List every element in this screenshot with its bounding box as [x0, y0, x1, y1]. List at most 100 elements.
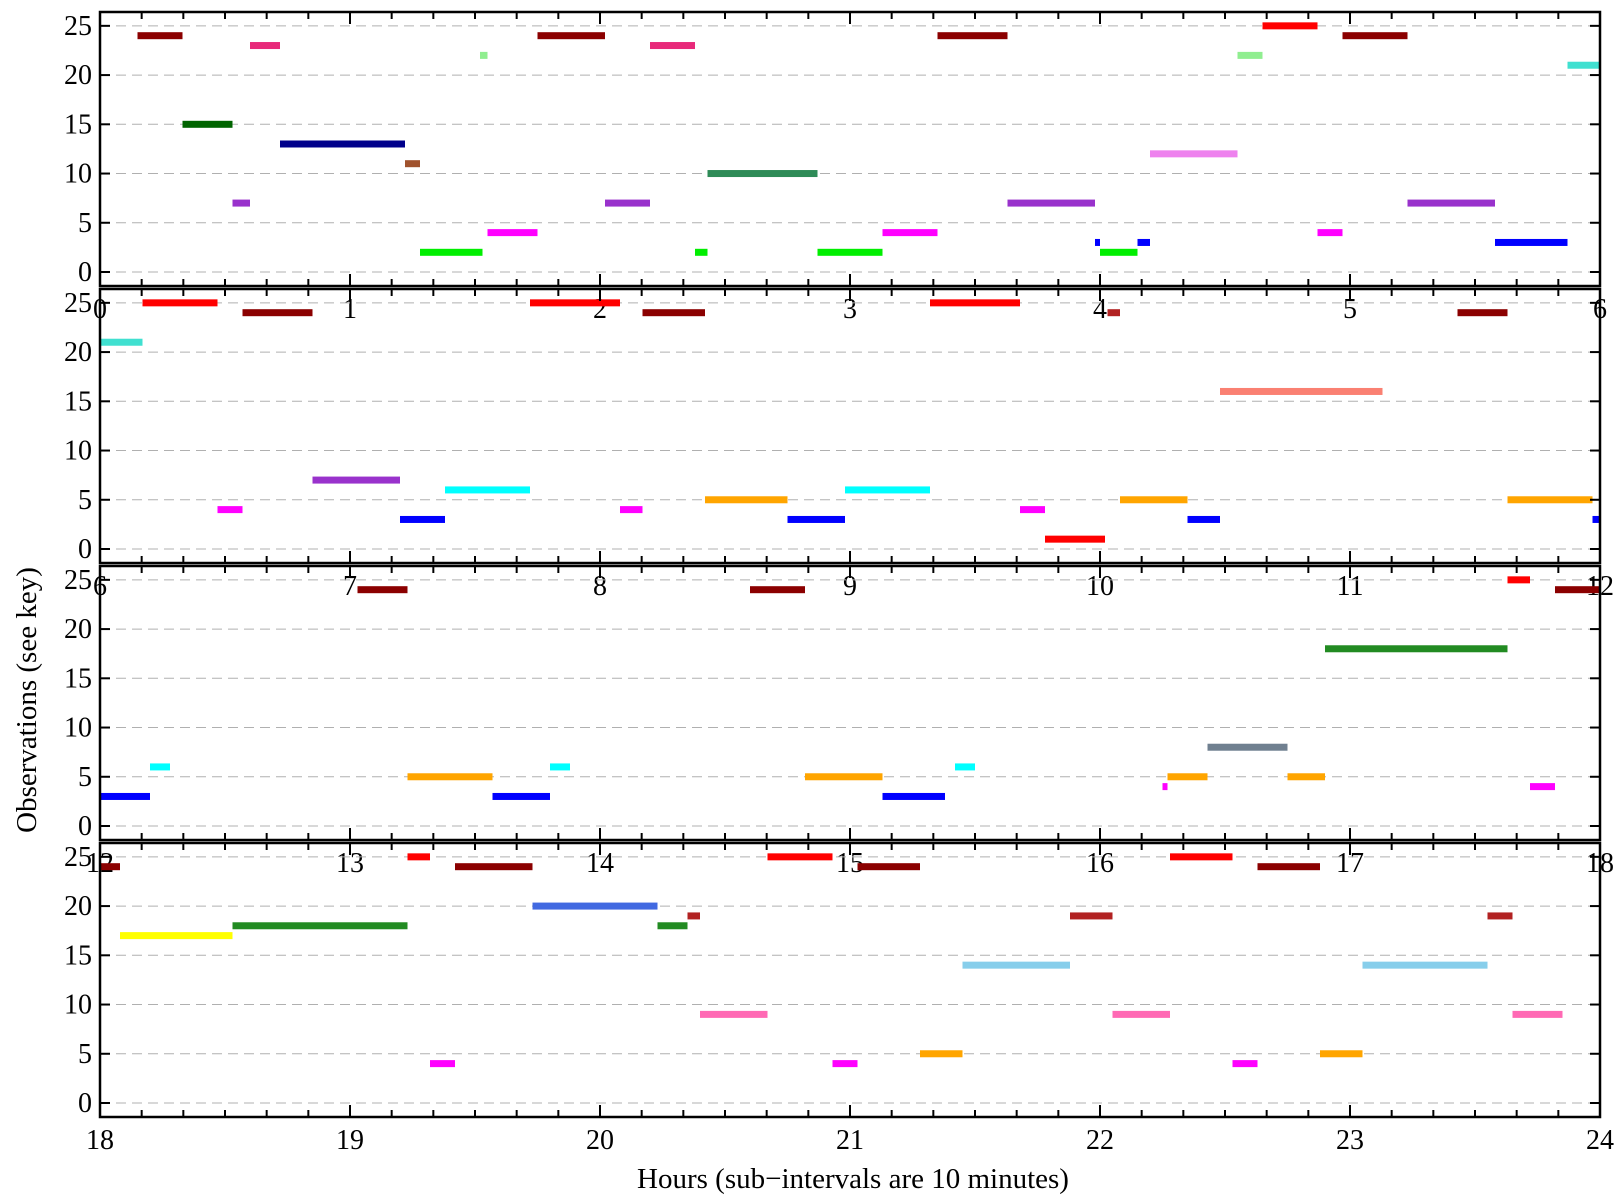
observation-segment: [232, 199, 250, 207]
x-tick-label: 23: [1336, 1125, 1364, 1156]
y-axis-title: Observations (see key): [11, 567, 43, 833]
observation-segment: [142, 299, 218, 307]
observation-segment: [1342, 32, 1408, 40]
observation-segment: [232, 922, 408, 930]
observation-segment: [642, 309, 705, 317]
y-tick-label: 0: [78, 534, 92, 565]
observation-segment: [1137, 238, 1150, 246]
observation-segment: [955, 763, 975, 771]
y-tick-label: 20: [64, 891, 92, 922]
observation-segment: [930, 299, 1020, 307]
observation-segment: [445, 486, 530, 494]
x-tick-label: 8: [593, 571, 607, 602]
observation-segment: [242, 309, 313, 317]
x-tick-label: 3: [843, 294, 857, 325]
observation-segment: [695, 248, 708, 256]
panel-2: 05101520256789101112: [64, 287, 1614, 602]
y-tick-label: 25: [64, 842, 92, 873]
observation-segment: [1555, 586, 1600, 594]
observation-segment: [920, 1050, 963, 1058]
x-tick-label: 19: [336, 1125, 364, 1156]
observation-segment: [620, 506, 643, 514]
observation-segment: [1287, 773, 1325, 781]
observation-segment: [150, 763, 170, 771]
x-tick-label: 5: [1343, 294, 1357, 325]
observation-segment: [1162, 783, 1168, 791]
observation-segment: [530, 299, 620, 307]
observation-segment: [400, 515, 445, 523]
observation-segment: [805, 773, 883, 781]
observation-segment: [312, 476, 400, 484]
observation-segment: [687, 912, 700, 920]
panel-frame: [98, 841, 1602, 1119]
observation-segment: [845, 486, 930, 494]
observation-segment: [1045, 535, 1105, 543]
observation-segment: [1487, 912, 1513, 920]
observation-segment: [550, 763, 570, 771]
observation-segment: [1120, 496, 1188, 504]
observation-segment: [1070, 912, 1113, 920]
observation-segment: [767, 853, 833, 861]
observation-segment: [217, 506, 243, 514]
observation-segment: [100, 863, 120, 871]
observation-segment: [1095, 238, 1100, 246]
observation-segment: [1112, 1010, 1170, 1018]
x-tick-label: 4: [1093, 294, 1107, 325]
observation-segment: [605, 199, 650, 207]
observation-segment: [1232, 1060, 1258, 1068]
observation-segment: [1592, 515, 1600, 523]
y-tick-label: 5: [78, 762, 92, 793]
x-tick-label: 7: [343, 571, 357, 602]
y-tick-label: 20: [64, 614, 92, 645]
observation-segment: [420, 248, 483, 256]
y-tick-label: 15: [64, 386, 92, 417]
observation-segment: [705, 496, 788, 504]
observation-segment: [1507, 576, 1530, 584]
observation-segment: [1567, 61, 1600, 69]
observation-segment: [1512, 1010, 1563, 1018]
y-tick-label: 25: [64, 11, 92, 42]
panel-3: 051015202512131415161718: [64, 564, 1614, 879]
y-tick-label: 10: [64, 159, 92, 190]
y-tick-label: 0: [78, 1088, 92, 1119]
y-tick-label: 5: [78, 1039, 92, 1070]
observation-segment: [1320, 1050, 1363, 1058]
x-tick-label: 18: [86, 1125, 114, 1156]
observation-segment: [787, 515, 845, 523]
observation-segment: [1170, 853, 1233, 861]
x-tick-label: 1: [343, 294, 357, 325]
x-axis-title: Hours (sub−intervals are 10 minutes): [637, 1163, 1069, 1195]
observation-segment: [857, 863, 920, 871]
observation-segment: [817, 248, 883, 256]
observation-segment: [650, 42, 695, 50]
observation-segment: [430, 1060, 455, 1068]
x-tick-label: 22: [1086, 1125, 1114, 1156]
y-tick-label: 10: [64, 436, 92, 467]
observation-segment: [1507, 496, 1593, 504]
observation-segment: [882, 229, 938, 237]
panel-frame: [98, 10, 1602, 288]
observation-segment: [492, 792, 550, 800]
y-tick-label: 20: [64, 337, 92, 368]
observation-segment: [182, 120, 233, 128]
observation-segment: [1257, 863, 1320, 871]
observation-segment: [750, 586, 805, 594]
chart-panels: 0510152025012345605101520256789101112051…: [64, 10, 1614, 1156]
observation-segment: [137, 32, 183, 40]
observation-segment: [1100, 248, 1138, 256]
panel-frame: [98, 287, 1602, 565]
observation-segment: [100, 338, 143, 346]
observation-segment: [480, 51, 488, 59]
observation-segment: [1262, 22, 1318, 30]
observation-segment: [707, 170, 818, 178]
observation-segment: [882, 792, 945, 800]
observation-segment: [1020, 506, 1045, 514]
observation-segment: [405, 160, 420, 168]
observation-segment: [532, 902, 658, 910]
observation-segment: [1530, 783, 1555, 791]
y-tick-label: 10: [64, 990, 92, 1021]
observation-segment: [455, 863, 533, 871]
y-tick-label: 20: [64, 60, 92, 91]
